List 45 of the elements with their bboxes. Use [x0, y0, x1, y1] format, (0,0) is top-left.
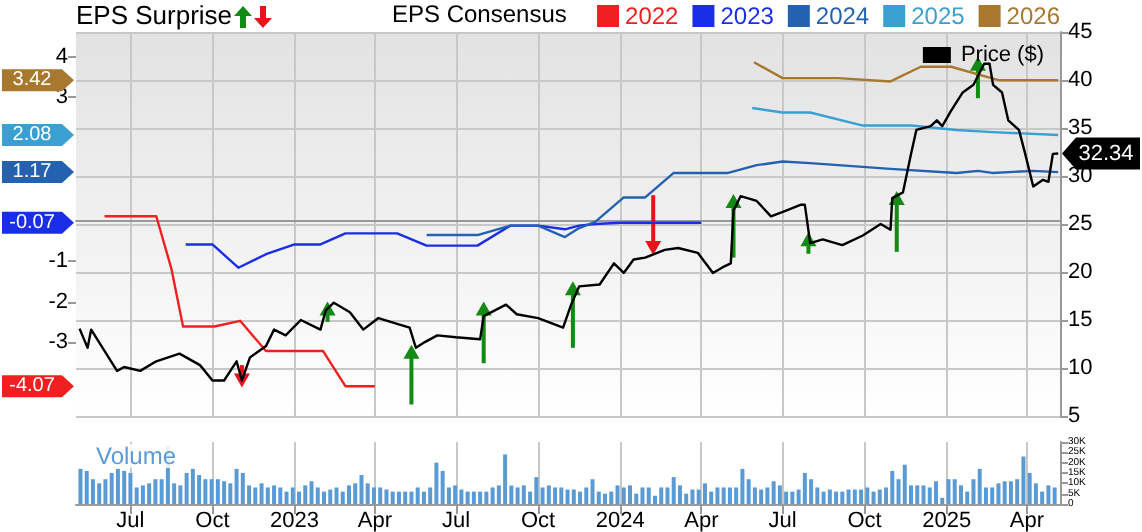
y2-tick-label: 20	[1068, 260, 1093, 284]
text: 2.08	[12, 123, 53, 146]
text: -4.07	[9, 375, 56, 398]
chart-title: EPS Surprise	[76, 0, 233, 32]
x-tick-label: Oct	[195, 509, 230, 532]
text: 3.42	[12, 69, 53, 92]
y2-tick-label: 40	[1068, 68, 1093, 92]
y2-tick-label: 25	[1068, 212, 1093, 236]
point	[645, 241, 662, 255]
line-series	[184, 221, 703, 269]
y2-tick-label: 35	[1068, 116, 1093, 140]
y2-tick-label: 15	[1068, 308, 1093, 332]
legend-label: 2023	[720, 2, 775, 30]
x-tick-label: 2023	[270, 509, 320, 532]
text: -0.07	[9, 211, 56, 234]
legend-label: 2022	[625, 2, 680, 30]
data-label: 32.34	[1078, 141, 1134, 166]
x-tick-label: Oct	[520, 509, 556, 532]
y-tick-label: 4	[55, 44, 68, 69]
text: 1.17	[12, 161, 53, 184]
x-tick-label: 2024	[595, 509, 645, 532]
line-series	[103, 215, 377, 388]
y-tick-label: -2	[48, 289, 68, 314]
line-series	[425, 160, 1060, 239]
x-tick-label: Apr	[357, 509, 393, 532]
y2-tick-label: 10	[1068, 356, 1093, 380]
y-tick-label: -1	[48, 248, 68, 273]
x-tick-label: Apr	[684, 509, 720, 532]
x-tick-label: 2025	[922, 509, 972, 532]
legend-title: EPS Consensus	[392, 0, 567, 28]
x-tick-label: Jul	[768, 509, 797, 532]
legend-label: 2026	[1006, 2, 1061, 30]
x-tick-label: Jul	[116, 509, 145, 532]
x-tick-label: Jul	[441, 509, 471, 532]
legend-label: Volume	[96, 442, 177, 470]
y2-tick-label: 45	[1068, 20, 1093, 44]
line-series	[751, 106, 1060, 137]
y2-tick-label: 5	[1068, 404, 1081, 428]
x-tick-label: Apr	[1009, 509, 1045, 532]
y-tick-label: -3	[48, 330, 68, 355]
legend-label: Price ($)	[960, 43, 1044, 67]
x-tick-label: Oct	[847, 509, 882, 532]
legend-label: 2025	[911, 2, 966, 30]
legend-label: 2024	[815, 2, 870, 30]
point	[403, 344, 420, 359]
